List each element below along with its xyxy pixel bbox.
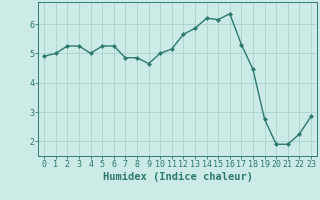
X-axis label: Humidex (Indice chaleur): Humidex (Indice chaleur) (103, 172, 252, 182)
